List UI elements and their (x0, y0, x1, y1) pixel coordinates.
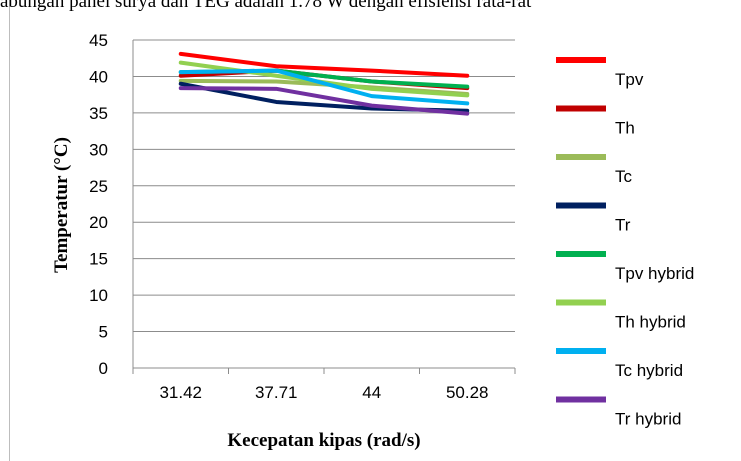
x-tick-label: 37.71 (255, 383, 298, 402)
y-tick-label: 0 (99, 359, 108, 378)
y-tick-label: 15 (89, 250, 108, 269)
legend-label: Tr hybrid (615, 410, 681, 429)
legend: Tpv Th Tc Tr Tpv hybrid Th hybrid Tc hybrid Tr … (556, 57, 694, 429)
y-tick-label: 20 (89, 213, 108, 232)
y-tick-label: 35 (89, 104, 108, 123)
y-tick-label: 40 (89, 67, 108, 86)
x-axis-title: Kecepatan kipas (rad/s) (227, 430, 420, 451)
y-tick-label: 25 (89, 177, 108, 196)
page-margin-rule (9, 0, 10, 461)
legend-label: Th hybrid (615, 313, 686, 332)
x-tick-label: 50.28 (446, 383, 489, 402)
series-line-tpv (178, 51, 470, 78)
series-lines (178, 51, 470, 116)
legend-label: Tpv (615, 70, 644, 89)
legend-label: Tc hybrid (615, 361, 683, 380)
x-tick-labels: 31.42 37.71 44 50.28 (159, 383, 488, 402)
series-line-tc-hybrid (178, 68, 470, 106)
y-tick-labels: 0 5 10 15 20 25 30 35 40 45 (89, 31, 108, 378)
legend-label: Tc (615, 167, 633, 186)
y-tick-label: 10 (89, 286, 108, 305)
series-line-tr-hybrid (178, 86, 470, 116)
legend-label: Tpv hybrid (615, 264, 694, 283)
x-tick-label: 44 (362, 383, 381, 402)
legend-label: Th (615, 119, 635, 138)
legend-label: Tr (615, 216, 631, 235)
y-tick-label: 5 (99, 323, 108, 342)
x-tick-label: 31.42 (159, 383, 202, 402)
document-text-line: abungan panel surya dan TEG adalah 1.78 … (0, 0, 532, 12)
y-tick-label: 45 (89, 31, 108, 50)
y-axis-title: Temperatur (°C) (51, 137, 72, 273)
y-tick-label: 30 (89, 140, 108, 159)
axes (132, 40, 516, 374)
